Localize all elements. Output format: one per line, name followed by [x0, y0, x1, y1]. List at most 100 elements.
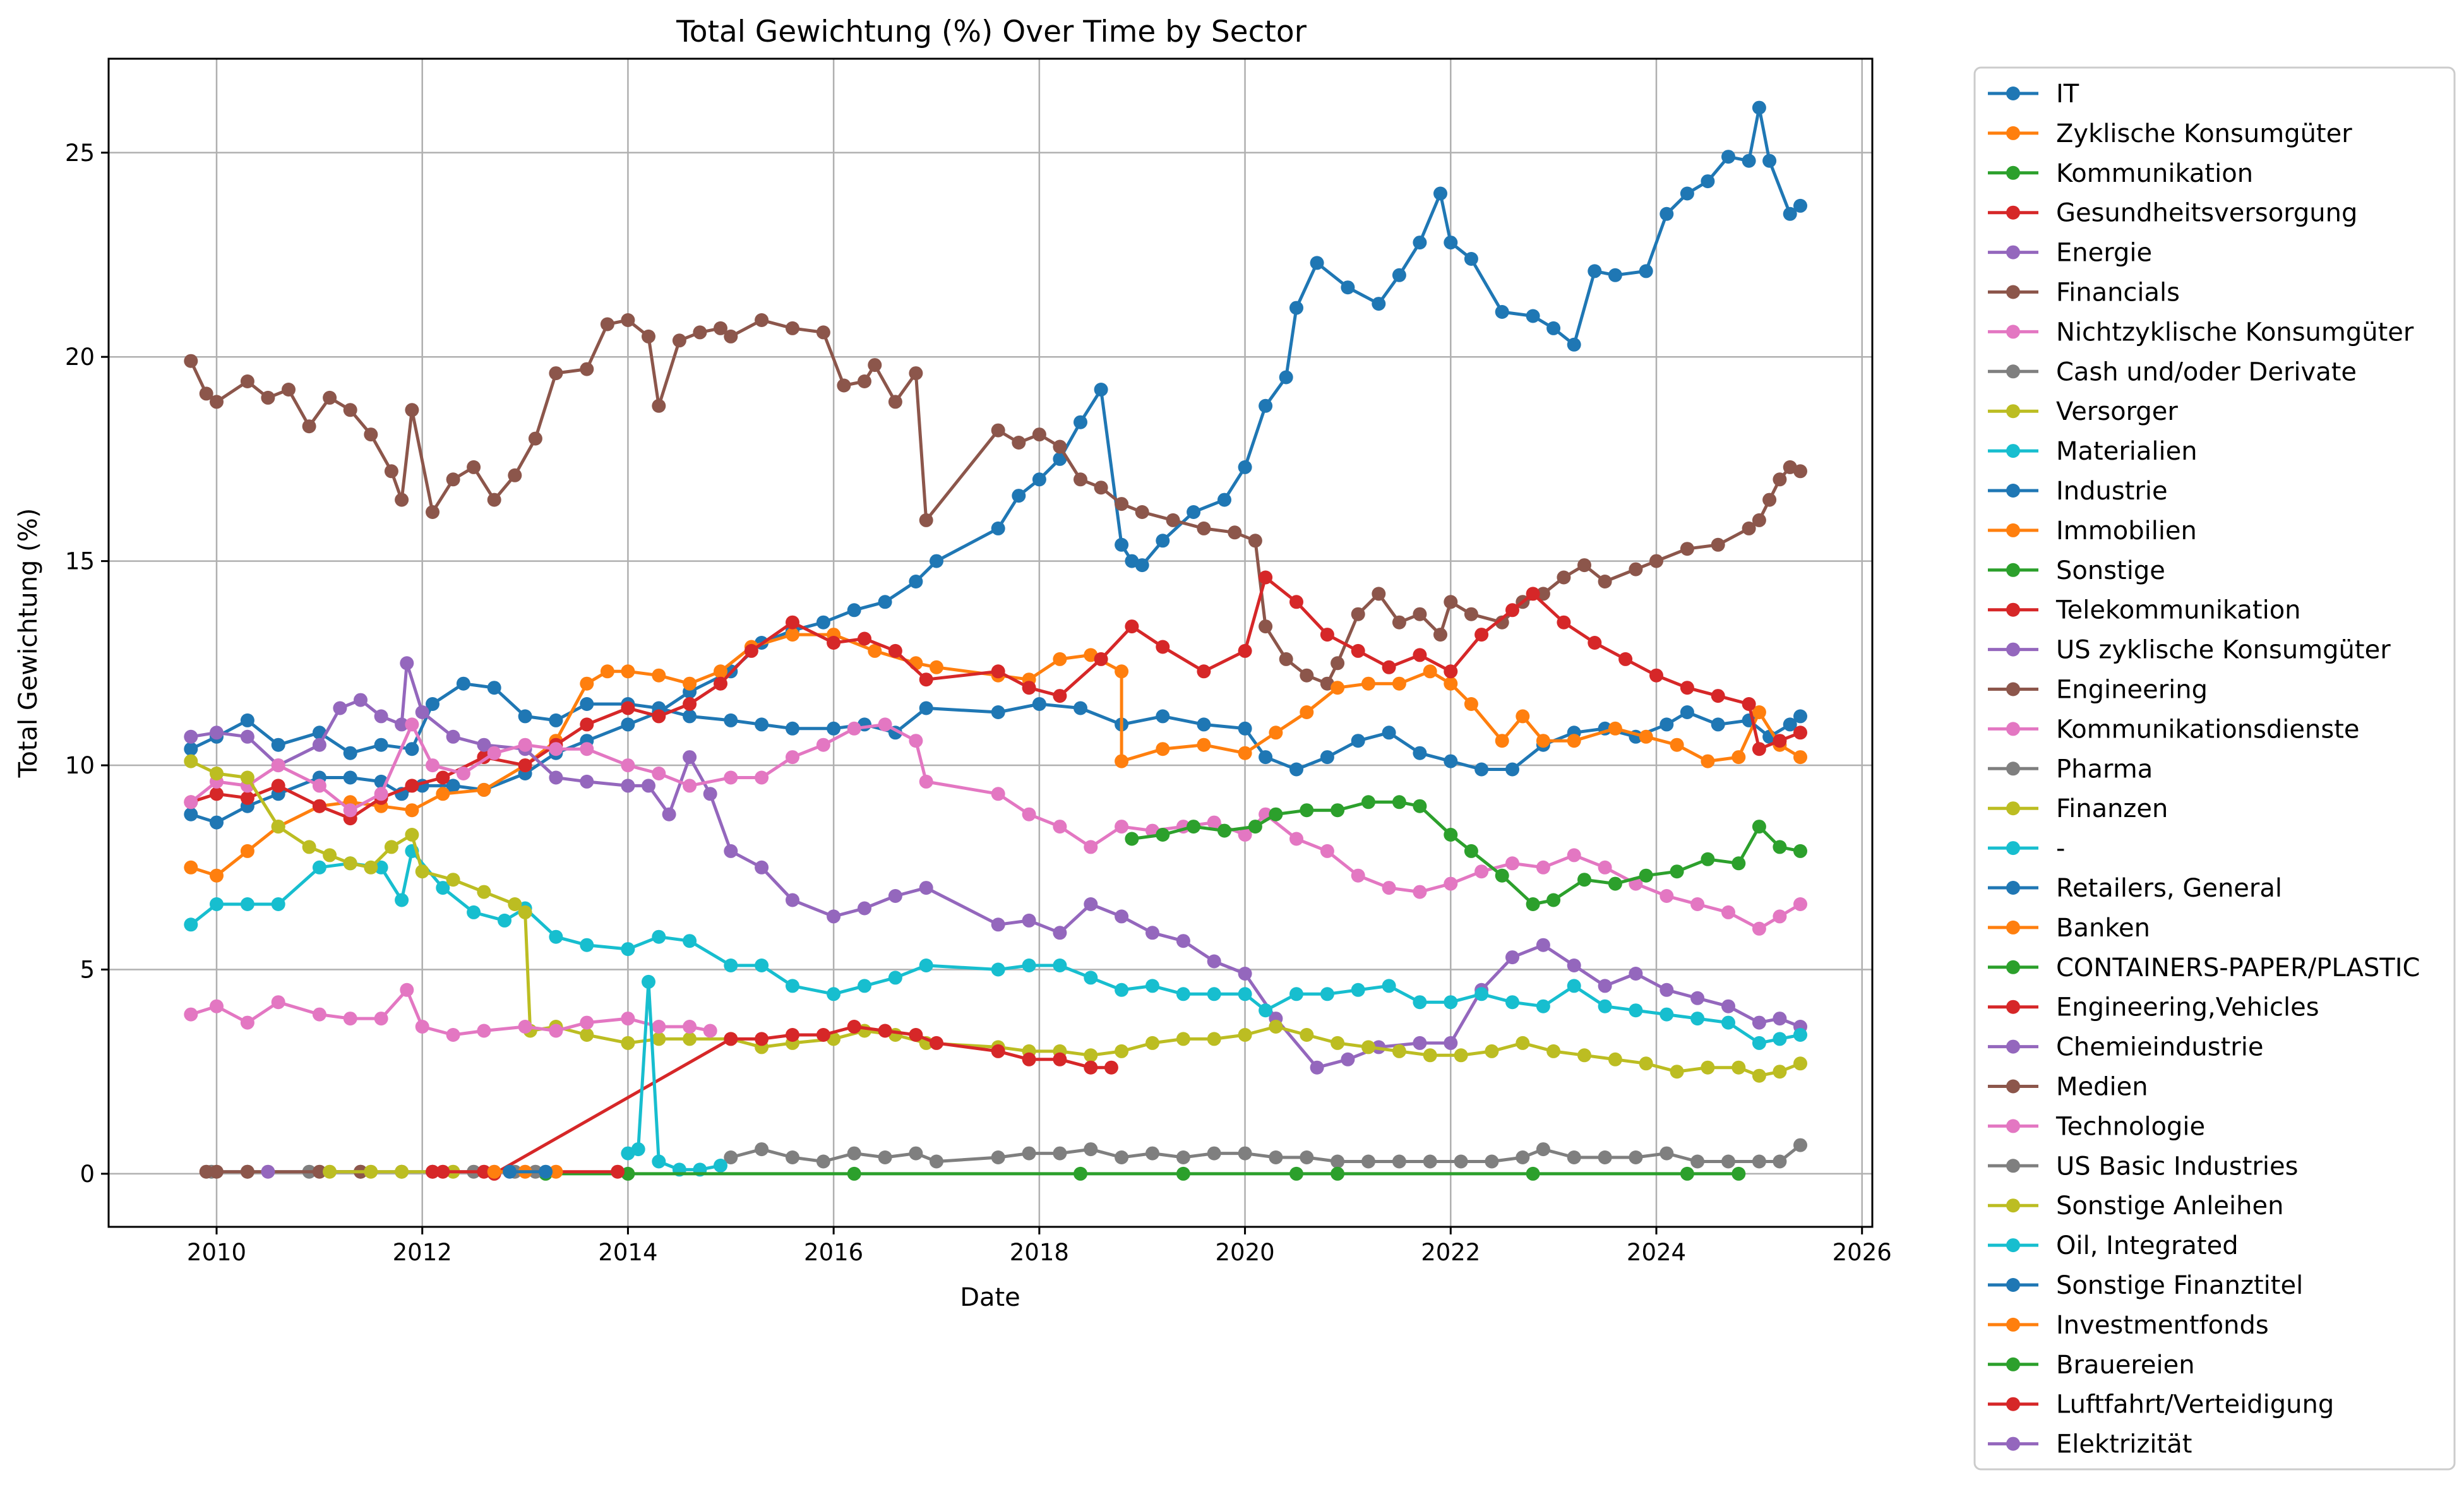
data-point: [1752, 1068, 1766, 1083]
data-point: [847, 721, 861, 736]
data-point: [1331, 681, 1345, 695]
data-point: [271, 820, 285, 834]
data-point: [1639, 868, 1653, 883]
series-6: [184, 717, 1807, 936]
data-point: [1731, 856, 1746, 871]
data-point: [1577, 873, 1591, 887]
data-point: [1598, 999, 1612, 1013]
data-point: [683, 934, 697, 948]
data-point: [1577, 1048, 1591, 1063]
data-point: [1382, 979, 1396, 993]
data-point: [888, 643, 902, 658]
data-point: [1279, 652, 1293, 666]
data-point: [1752, 100, 1766, 115]
data-point: [1567, 734, 1581, 748]
data-point: [827, 987, 841, 1001]
data-point: [858, 374, 871, 388]
data-point: [930, 1036, 943, 1050]
data-point: [271, 779, 285, 793]
data-point: [1413, 746, 1427, 760]
data-point: [199, 386, 213, 401]
data-point: [1238, 1146, 1252, 1161]
data-point: [580, 697, 594, 711]
legend-marker: [2006, 87, 2020, 100]
legend-label: Engineering: [2056, 676, 2208, 705]
data-point: [1320, 987, 1334, 1001]
data-point: [1413, 1036, 1427, 1050]
data-point: [436, 1164, 450, 1179]
data-point: [858, 631, 871, 646]
data-point: [1690, 1154, 1705, 1169]
data-point: [240, 1164, 254, 1179]
data-point: [240, 897, 254, 911]
data-point: [1032, 427, 1046, 442]
data-point: [477, 738, 491, 752]
data-point: [240, 374, 254, 388]
data-point: [1022, 913, 1036, 928]
data-point: [1351, 643, 1365, 658]
data-point: [282, 383, 296, 397]
data-point: [621, 1036, 635, 1050]
data-point: [1382, 881, 1396, 895]
data-point: [662, 807, 676, 821]
data-point: [539, 1164, 553, 1179]
data-point: [1701, 754, 1715, 768]
data-point: [436, 787, 450, 801]
data-point: [1361, 676, 1375, 691]
data-point: [1176, 1032, 1190, 1046]
data-point: [354, 693, 368, 707]
data-point: [1320, 844, 1334, 858]
data-point: [909, 366, 923, 381]
data-point: [518, 1020, 532, 1034]
data-point: [503, 1164, 517, 1179]
data-point: [1125, 619, 1139, 634]
x-tick-label: 2016: [804, 1239, 863, 1266]
legend-label: Oil, Integrated: [2056, 1231, 2239, 1260]
data-point: [652, 929, 666, 944]
data-point: [1505, 950, 1519, 965]
data-point: [786, 750, 799, 765]
data-point: [621, 1166, 635, 1181]
data-point: [878, 1150, 892, 1164]
x-tick-label: 2014: [598, 1239, 657, 1266]
data-point: [1413, 607, 1427, 621]
data-point: [271, 897, 285, 911]
data-point: [816, 1154, 830, 1169]
data-point: [477, 885, 491, 899]
data-point: [1783, 206, 1797, 221]
data-point: [261, 1164, 275, 1179]
data-point: [1485, 1044, 1499, 1058]
data-point: [1598, 1150, 1612, 1164]
legend-label: Brauereien: [2056, 1351, 2195, 1380]
data-point: [1145, 979, 1159, 993]
legend-label: Immobilien: [2056, 517, 2197, 546]
data-point: [1444, 676, 1458, 691]
data-point: [1135, 558, 1149, 573]
data-point: [210, 999, 224, 1013]
data-point: [1156, 709, 1170, 724]
data-point: [467, 460, 481, 474]
data-point: [1546, 321, 1561, 335]
data-point: [1546, 893, 1561, 907]
data-point: [703, 787, 717, 801]
data-point: [1351, 734, 1365, 748]
data-point: [1259, 750, 1273, 765]
data-point: [1084, 1048, 1098, 1063]
data-point: [426, 758, 440, 773]
series-group: [184, 100, 1807, 1181]
data-point: [312, 799, 326, 813]
data-point: [868, 643, 882, 658]
data-point: [1289, 1166, 1303, 1181]
data-point: [364, 427, 378, 442]
data-point: [621, 664, 635, 679]
data-point: [1701, 1060, 1715, 1075]
legend-marker: [2006, 404, 2020, 419]
data-point: [724, 958, 738, 972]
data-point: [631, 1142, 645, 1157]
data-point: [1773, 1154, 1787, 1169]
data-point: [1711, 717, 1725, 732]
data-point: [1145, 1036, 1159, 1050]
data-point: [1022, 807, 1036, 821]
data-point: [1115, 1044, 1129, 1058]
data-point: [1793, 844, 1807, 858]
